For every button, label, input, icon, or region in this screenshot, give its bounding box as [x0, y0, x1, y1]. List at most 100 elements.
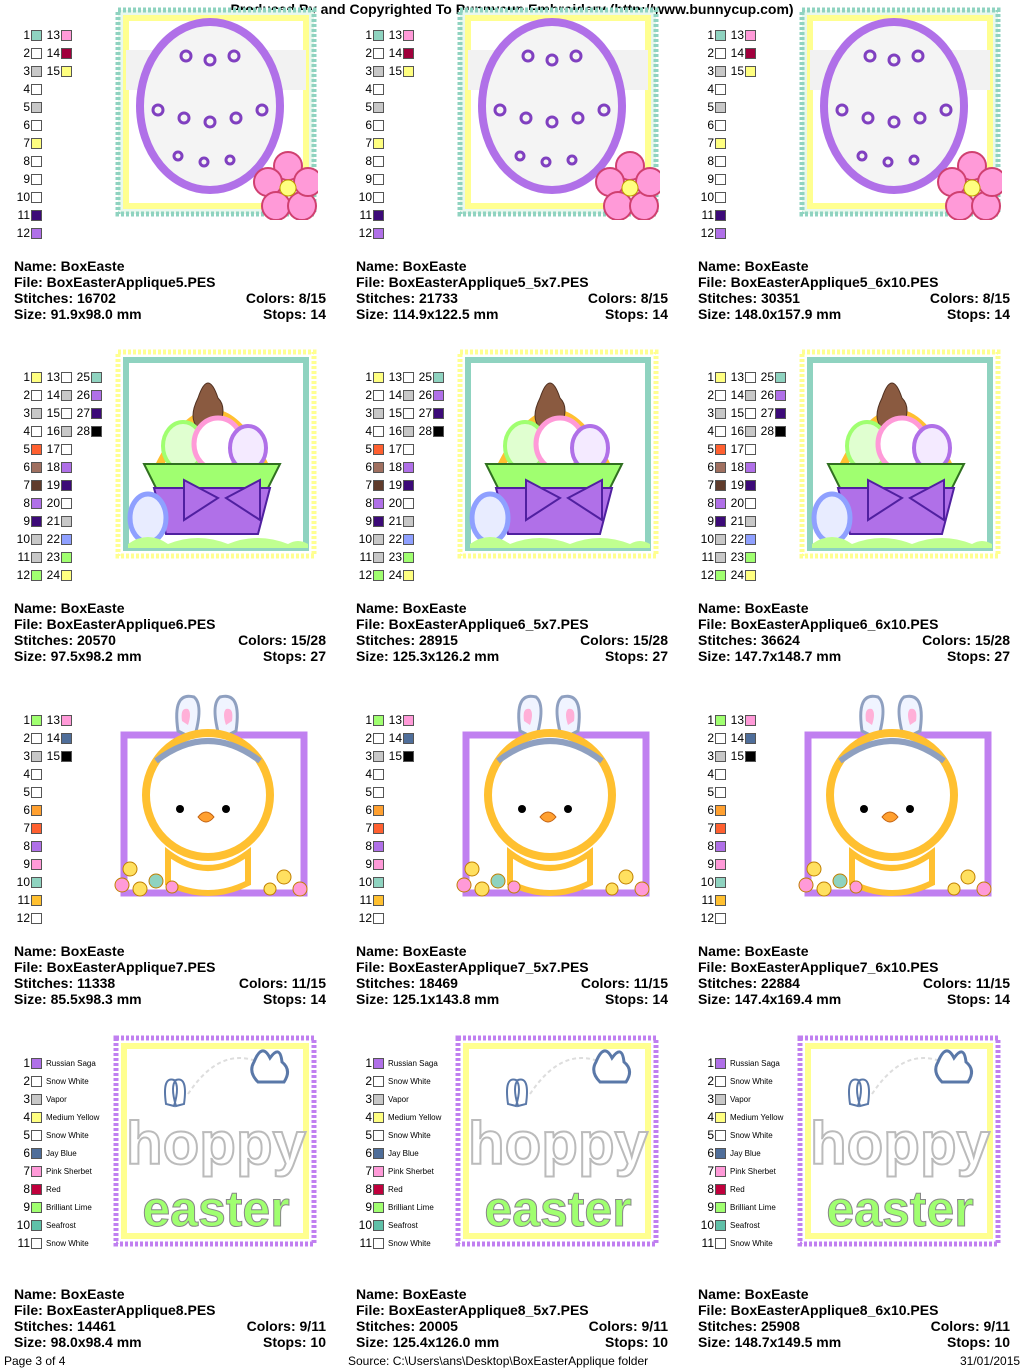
color-swatch: [31, 768, 42, 780]
color-swatch: [373, 119, 384, 131]
color-swatch: [91, 371, 102, 383]
design-card: 1 13 2 14 3 15 4 5 6 7 8 9 10 11 12 Name: BoxEaste File:…: [0, 0, 342, 342]
chick-artwork: [450, 691, 660, 905]
color-swatch: [715, 1111, 726, 1123]
design-stitches: Stitches: 14461: [14, 1318, 116, 1334]
design-info: Name: BoxEaste File: BoxEasterApplique6.P…: [14, 600, 326, 664]
color-swatch: [715, 497, 726, 509]
design-info: Name: BoxEaste File: BoxEasterApplique7_5…: [356, 943, 668, 1007]
color-swatch: [373, 227, 384, 239]
color-swatch: [31, 551, 42, 563]
color-swatch: [403, 425, 414, 437]
color-swatch: [61, 714, 72, 726]
design-colors: Colors: 15/28: [580, 632, 668, 648]
design-name: Name: BoxEaste: [698, 1286, 809, 1302]
design-stops: Stops: 10: [262, 1334, 326, 1350]
color-swatch: [31, 83, 42, 95]
color-swatch: [373, 750, 384, 762]
color-name: Jay Blue: [388, 1148, 419, 1158]
color-palette: 1 Russian Saga 2 Snow White 3 Vapor 4 Medium Ye…: [358, 1056, 442, 1250]
color-swatch: [373, 840, 384, 852]
color-swatch: [31, 894, 42, 906]
color-swatch: [373, 858, 384, 870]
color-swatch: [31, 714, 42, 726]
design-name: Name: BoxEaste: [356, 1286, 467, 1302]
color-swatch: [403, 732, 414, 744]
color-palette: 1 13 25 2 14 26 3 15 27 4 16 28 5 17 6 18 7 19 8 20 9 21 10 22 1…: [14, 368, 104, 584]
color-name: Snow White: [388, 1238, 431, 1248]
color-swatch: [745, 443, 756, 455]
color-swatch: [61, 750, 72, 762]
color-swatch: [403, 714, 414, 726]
color-swatch: [31, 209, 42, 221]
color-swatch: [31, 47, 42, 59]
color-swatch: [373, 65, 384, 77]
color-name: Snow White: [730, 1130, 773, 1140]
color-swatch: [31, 29, 42, 41]
chick-artwork: [792, 691, 1002, 905]
color-swatch: [373, 1201, 384, 1213]
design-info: Name: BoxEaste File: BoxEasterApplique8_5…: [356, 1286, 668, 1350]
design-file: File: BoxEasterApplique8.PES: [14, 1302, 216, 1318]
color-swatch: [373, 389, 384, 401]
color-swatch: [715, 47, 726, 59]
color-name: Snow White: [730, 1076, 773, 1086]
color-name: Snow White: [730, 1238, 773, 1248]
design-colors: Colors: 9/11: [588, 1318, 668, 1334]
color-swatch: [403, 533, 414, 545]
color-swatch: [715, 29, 726, 41]
design-card: 1 Russian Saga 2 Snow White 3 Vapor 4 Medium Ye…: [342, 1028, 684, 1370]
design-card: 1 13 25 2 14 26 3 15 27 4 16 28 5 17 6 18 7 19 8 20 9 21 10 22 1…: [342, 342, 684, 684]
color-palette: 1 13 25 2 14 26 3 15 27 4 16 28 5 17 6 18 7 19 8 20 9 21 10 22 1…: [356, 368, 446, 584]
color-swatch: [31, 1183, 42, 1195]
color-name: Jay Blue: [46, 1148, 77, 1158]
design-info: Name: BoxEaste File: BoxEasterApplique7_6…: [698, 943, 1010, 1007]
svg-text:hoppy: hoppy: [126, 1110, 307, 1177]
design-stitches: Stitches: 25908: [698, 1318, 800, 1334]
design-card: 1 13 2 14 3 15 4 5 6 7 8 9 10 11 12 Name: BoxEaste File:…: [684, 0, 1024, 342]
color-swatch: [745, 551, 756, 563]
egg-artwork: [108, 6, 318, 220]
color-swatch: [373, 1165, 384, 1177]
color-swatch: [373, 551, 384, 563]
color-swatch: [403, 389, 414, 401]
color-swatch: [31, 786, 42, 798]
color-swatch: [403, 65, 414, 77]
color-swatch: [715, 533, 726, 545]
design-stops: Stops: 14: [604, 991, 668, 1007]
color-swatch: [373, 569, 384, 581]
color-swatch: [715, 876, 726, 888]
color-swatch: [745, 497, 756, 509]
color-swatch: [745, 389, 756, 401]
color-swatch: [715, 1147, 726, 1159]
design-stitches: Stitches: 28915: [356, 632, 458, 648]
design-name: Name: BoxEaste: [698, 943, 809, 959]
color-swatch: [715, 894, 726, 906]
color-swatch: [61, 497, 72, 509]
color-name: Vapor: [46, 1094, 67, 1104]
color-swatch: [775, 389, 786, 401]
design-file: File: BoxEasterApplique6_5x7.PES: [356, 616, 589, 632]
design-colors: Colors: 9/11: [930, 1318, 1010, 1334]
color-swatch: [31, 173, 42, 185]
design-info: Name: BoxEaste File: BoxEasterApplique8.P…: [14, 1286, 326, 1350]
color-name: Medium Yellow: [46, 1112, 100, 1122]
color-swatch: [715, 1129, 726, 1141]
color-swatch: [373, 209, 384, 221]
color-swatch: [61, 569, 72, 581]
color-swatch: [775, 425, 786, 437]
color-swatch: [31, 858, 42, 870]
color-swatch: [61, 407, 72, 419]
color-swatch: [31, 461, 42, 473]
color-swatch: [373, 443, 384, 455]
color-name: Seafrost: [388, 1220, 418, 1230]
design-stitches: Stitches: 22884: [698, 975, 800, 991]
color-swatch: [373, 1111, 384, 1123]
design-stitches: Stitches: 20005: [356, 1318, 458, 1334]
svg-text:easter: easter: [142, 1181, 289, 1237]
design-size: Size: 148.7x149.5 mm: [698, 1334, 842, 1350]
design-info: Name: BoxEaste File: BoxEasterApplique6_5…: [356, 600, 668, 664]
color-swatch: [373, 497, 384, 509]
design-stops: Stops: 14: [946, 991, 1010, 1007]
